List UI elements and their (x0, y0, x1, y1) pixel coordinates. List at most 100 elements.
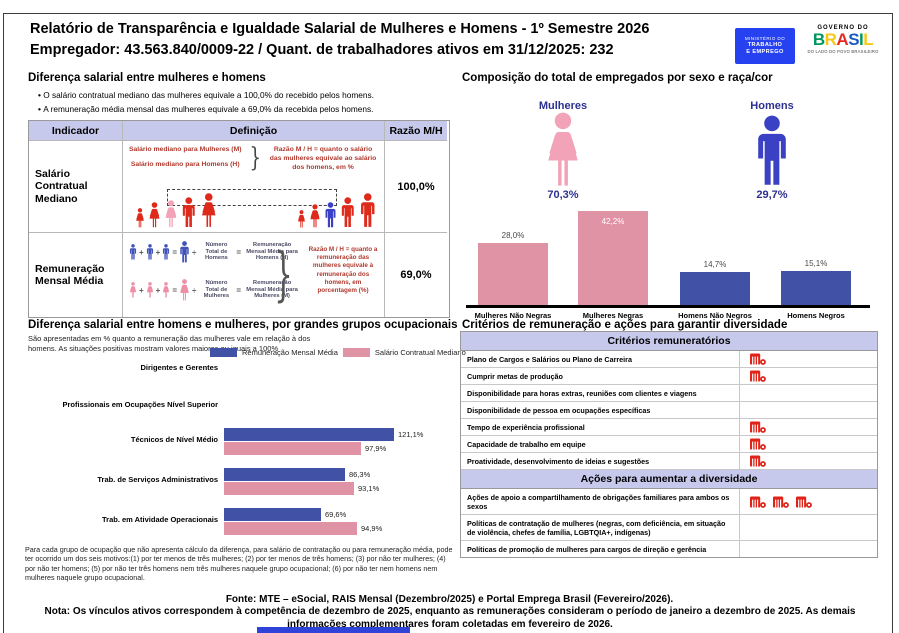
remuneration-criterion-row: Capacidade de trabalho em equipe (461, 436, 877, 453)
occupational-category-label: Trab. de Serviços Administrativos (97, 475, 218, 484)
indicator-salario-mediano: Salário Contratual Mediano (29, 141, 123, 233)
women-divisor-label: Número Total de Mulheres (203, 279, 230, 300)
men-figure-group (297, 193, 376, 228)
diversity-action-row: Políticas de contratação de mulheres (ne… (461, 515, 877, 541)
mte-logo-line3: E EMPREGO (746, 48, 784, 55)
occupational-bar (224, 482, 354, 495)
remuneration-criterion-value (739, 402, 877, 418)
composition-bar-value: 15,1% (804, 259, 828, 268)
occupational-category-label: Profissionais em Ocupações Nível Superio… (62, 400, 218, 409)
composition-bar-chart: 28,0% Mulheres Não Negras 42,2% Mulheres Ne… (466, 200, 870, 330)
occupational-bar-chart: Dirigentes e Gerentes Profissionais em Oc… (28, 358, 448, 544)
employer-line: Empregador: 43.563.840/0009-22 / Quant. … (30, 42, 614, 58)
chart-baseline (466, 305, 870, 308)
person-icon (359, 193, 377, 228)
summary-bullet-median: O salário contratual mediano das mulhere… (38, 90, 374, 100)
occupational-bar (224, 442, 361, 455)
remuneration-criterion-value (739, 436, 877, 452)
man-icon (129, 244, 137, 260)
person-icon (181, 197, 197, 228)
median-woman-icon (164, 200, 178, 228)
ratio-salario-mediano: 100,0% (385, 141, 447, 233)
source-line: Fonte: MTE – eSocial, RAIS Mensal (Dezem… (225, 594, 674, 605)
composition-title: Composição do total de empregados por se… (462, 72, 773, 84)
yes-indicator-icon (750, 496, 766, 508)
brace-glyph: } (248, 143, 261, 173)
women-formula-row: + + = ÷ Número Total de Mulheres = Remune… (129, 279, 301, 301)
yes-indicator-icon (750, 421, 766, 433)
remuneration-criterion-row: Cumprir metas de produção (461, 368, 877, 385)
occupational-bar (224, 522, 357, 535)
diversity-action-value (739, 515, 877, 540)
occupational-bar-value: 97,9% (365, 444, 387, 453)
salary-gap-title: Diferença salarial entre mulheres e home… (28, 72, 266, 84)
note-line: Nota: Os vínculos ativos correspondem à … (44, 606, 856, 630)
mean-ratio-note: Razão M / H = quanto a remuneração das m… (308, 246, 378, 294)
occupational-subtitle: São apresentadas em % quanto a remuneraç… (28, 334, 311, 353)
median-women-label: Salário mediano para Mulheres (M) (128, 146, 242, 153)
summary-bullet-mean: A remuneração média mensal das mulheres … (38, 104, 373, 114)
median-men-label: Salário mediano para Homens (H) (130, 161, 240, 168)
remuneration-criterion-value (739, 351, 877, 367)
yes-indicator-icon (750, 438, 766, 450)
mte-logo-line2: TRABALHO (747, 41, 783, 48)
yes-indicator-icon (750, 455, 766, 467)
person-icon (309, 204, 321, 228)
ratio-remuneracao-media: 69,0% (400, 269, 432, 281)
occupational-bar-value: 86,3% (349, 470, 371, 479)
occupational-category-label: Técnicos de Nível Médio (130, 435, 218, 444)
occupational-bar-value: 69,6% (325, 510, 347, 519)
median-dashed-connector (167, 189, 337, 206)
person-icon (340, 197, 356, 228)
chart-legend: Remuneração Mensal Média Salário Contrat… (210, 348, 466, 357)
diversity-action-label: Ações de apoio a compartilhamento de obr… (467, 492, 730, 511)
gov-logo-tagline: DO LADO DO POVO BRASILEIRO (807, 48, 879, 54)
criteria-title: Critérios de remuneração e ações para ga… (462, 319, 788, 331)
legend-swatch-blue (210, 348, 237, 357)
diversity-action-value (739, 489, 877, 514)
composition-axis-label: Homens Não Negros (678, 311, 752, 320)
composition-axis-label: Mulheres Não Negras (474, 311, 552, 320)
men-formula-row: + + = ÷ Número Total de Homens = Remunera… (129, 241, 301, 263)
remuneration-criterion-label: Disponibilidade para horas extras, reuni… (467, 388, 697, 398)
remuneration-criterion-value (739, 385, 877, 401)
indicator-remuneracao-media: Remuneração Mensal Média (29, 233, 123, 317)
women-figure-group (135, 193, 217, 228)
remuneration-criterion-label: Cumprir metas de produção (467, 371, 563, 381)
composition-bar (478, 243, 548, 305)
mte-logo: MINISTÉRIO DO TRABALHO E EMPREGO (735, 28, 795, 64)
legend-label-salario: Salário Contratual Mediano (374, 348, 466, 357)
women-result-label: Remuneração Mensal Média para Mulheres (… (246, 279, 298, 300)
composition-bar-value: 14,7% (703, 260, 727, 269)
legend-swatch-pink (342, 348, 370, 357)
diversity-action-label: Políticas de promoção de mulheres para c… (467, 544, 707, 554)
man-icon (146, 244, 154, 260)
remuneration-criterion-row: Proatividade, desenvolvimento de ideias … (461, 453, 877, 470)
diversity-action-value (739, 541, 877, 557)
col-header-definicao: Definição (123, 121, 385, 141)
yes-indicator-icon (750, 353, 766, 365)
remuneration-criteria-header: Critérios remuneratórios (461, 332, 877, 351)
population-pictogram (135, 193, 376, 228)
composition-axis-label: Mulheres Negras (582, 311, 644, 320)
occupational-bar-value: 121,1% (398, 430, 424, 439)
definition-remuneracao-media: + + = ÷ Número Total de Homens = Remunera… (123, 233, 385, 317)
yes-indicator-icon (796, 496, 812, 508)
remuneration-criterion-row: Tempo de experiência profissional (461, 419, 877, 436)
women-percentage: 70,3% (547, 189, 579, 201)
men-group-label: Homens (750, 100, 794, 112)
occupational-title: Diferença salarial entre homens e mulher… (28, 319, 458, 331)
person-icon (135, 208, 145, 228)
median-man-icon (324, 202, 337, 228)
man-icon (162, 244, 170, 260)
person-icon (200, 193, 218, 228)
woman-icon (146, 282, 154, 298)
brace-glyph: } (274, 240, 293, 308)
diversity-action-row: Políticas de promoção de mulheres para c… (461, 541, 877, 557)
woman-icon (162, 282, 170, 298)
composition-bar (680, 272, 750, 305)
report-title: Relatório de Transparência e Igualdade S… (30, 21, 650, 37)
remuneration-criterion-row: Disponibilidade para horas extras, reuni… (461, 385, 877, 402)
men-result-label: Remuneração Mensal Média para Homens (H) (246, 241, 298, 262)
